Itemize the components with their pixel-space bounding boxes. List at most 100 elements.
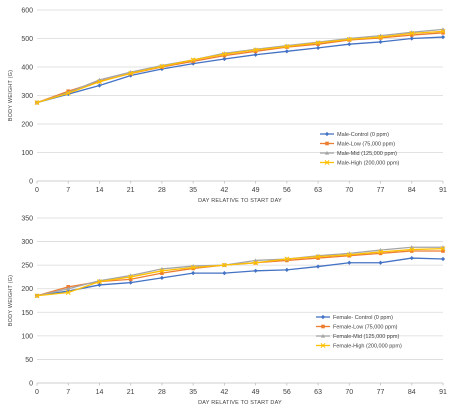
x-tick-label: 70 xyxy=(345,187,353,194)
series-line xyxy=(36,246,443,297)
y-tick-label: 100 xyxy=(21,333,33,340)
x-tick-label: 49 xyxy=(252,187,260,194)
x-tick-label: 77 xyxy=(377,389,385,396)
data-point xyxy=(347,260,352,265)
data-point xyxy=(378,34,383,40)
data-point xyxy=(128,70,134,76)
legend-label: Female-Mid (125,000 ppm) xyxy=(333,334,400,340)
data-point xyxy=(440,28,446,34)
data-point xyxy=(128,277,133,282)
data-point xyxy=(222,271,227,276)
series-low xyxy=(35,249,445,298)
x-axis-title: DAY RELATIVE TO START DAY xyxy=(198,198,282,204)
data-point xyxy=(97,83,102,88)
x-tick-label: 7 xyxy=(66,389,70,396)
y-tick-label: 500 xyxy=(21,36,33,43)
chart-2: 0 50 100 150 200 250 300 350 0 7 14 21 28 35 42 49 56 63 7… xyxy=(8,216,447,407)
x-axis-title: DAY RELATIVE TO START DAY xyxy=(198,400,282,406)
x-tick-label: 7 xyxy=(66,187,70,194)
data-point xyxy=(253,268,258,273)
x-tick-label: 28 xyxy=(158,389,166,396)
data-point xyxy=(346,252,352,258)
y-axis-title: BODY WEIGHT (G) xyxy=(8,70,14,121)
data-point xyxy=(190,265,196,270)
x-tick-label: 63 xyxy=(314,389,322,396)
data-point xyxy=(441,249,445,253)
legend-marker xyxy=(324,131,330,137)
legend-label: Female-High (200,000 ppm) xyxy=(333,344,402,350)
y-tick-label: 300 xyxy=(21,239,33,246)
data-point xyxy=(66,286,71,291)
data-point xyxy=(221,262,227,268)
data-point xyxy=(440,256,446,262)
data-point xyxy=(284,49,289,54)
data-point xyxy=(128,280,133,285)
y-tick-label: 100 xyxy=(21,150,33,157)
data-point xyxy=(378,36,383,40)
y-tick-label: 0 xyxy=(29,381,33,388)
data-point xyxy=(284,256,290,262)
x-tick-label: 91 xyxy=(439,187,447,194)
x-tick-label: 0 xyxy=(35,389,39,396)
data-point xyxy=(315,45,321,51)
x-tick-label: 0 xyxy=(35,187,39,194)
series-line xyxy=(36,247,444,297)
data-point xyxy=(378,39,383,45)
legend-label: Male-Low (75,000 ppm) xyxy=(337,142,395,148)
legend-label: Female- Control (0 ppm) xyxy=(333,315,393,321)
data-point xyxy=(191,266,195,271)
legend: Female- Control (0 ppm) Female-Low (75,00… xyxy=(316,314,402,350)
x-tick-label: 14 xyxy=(96,389,104,396)
data-point xyxy=(159,275,165,280)
data-point xyxy=(409,255,414,261)
x-tick-label: 35 xyxy=(189,389,197,396)
series-high xyxy=(34,28,446,106)
data-point xyxy=(222,56,227,62)
y-tick-label: 200 xyxy=(21,286,33,293)
data-point xyxy=(315,40,321,46)
data-point xyxy=(409,36,414,41)
data-point xyxy=(440,34,446,40)
legend-marker xyxy=(320,333,326,338)
x-tick-label: 56 xyxy=(283,187,291,194)
y-tick-label: 0 xyxy=(29,179,33,186)
x-tick-label: 63 xyxy=(314,187,322,194)
data-point xyxy=(222,53,227,58)
y-tick-label: 600 xyxy=(21,8,33,15)
data-point xyxy=(65,90,71,96)
data-point xyxy=(409,30,415,36)
x-tick-label: 35 xyxy=(189,187,197,194)
data-point xyxy=(221,51,227,57)
y-tick-label: 150 xyxy=(21,310,33,317)
series-line xyxy=(36,30,444,104)
y-tick-label: 250 xyxy=(21,263,33,270)
y-axis-title: BODY WEIGHT (G) xyxy=(8,275,14,326)
x-tick-label: 70 xyxy=(345,389,353,396)
data-point xyxy=(190,57,196,63)
legend-label: Male-High (200,000 ppm) xyxy=(337,161,400,167)
data-point xyxy=(315,254,321,260)
data-point xyxy=(97,282,102,288)
data-point xyxy=(160,271,164,275)
data-point xyxy=(409,247,415,253)
legend-marker xyxy=(320,314,326,320)
legend-marker xyxy=(321,324,325,329)
data-point xyxy=(253,47,259,53)
data-point xyxy=(253,49,258,54)
x-tick-label: 42 xyxy=(220,187,228,194)
data-point xyxy=(316,256,320,260)
data-point xyxy=(441,31,445,35)
legend-label: Male-Mid (125,000 ppm) xyxy=(337,151,397,157)
data-point xyxy=(378,249,383,255)
data-point xyxy=(97,279,102,285)
data-point xyxy=(409,249,414,253)
x-tick-label: 84 xyxy=(408,187,416,194)
data-point xyxy=(440,246,446,252)
data-point xyxy=(253,260,259,266)
legend-marker xyxy=(325,141,329,146)
x-tick-label: 28 xyxy=(158,187,166,194)
x-tick-label: 84 xyxy=(408,389,416,396)
legend-marker xyxy=(320,343,326,348)
x-tick-label: 14 xyxy=(96,187,104,194)
